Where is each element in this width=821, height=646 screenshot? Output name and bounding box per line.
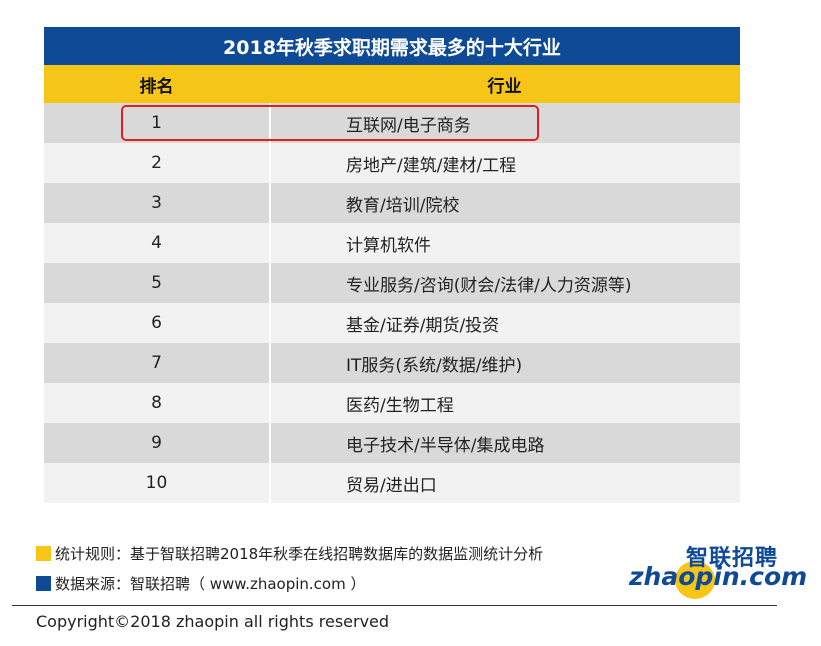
logo-en-text: zhaopin.com	[629, 562, 808, 591]
rank-cell: 9	[44, 423, 271, 463]
rank-cell: 10	[44, 463, 271, 503]
rank-cell: 1	[44, 103, 271, 143]
rank-cell: 5	[44, 263, 271, 303]
table-row: 9 电子技术/半导体/集成电路	[44, 423, 740, 463]
table-row: 5 专业服务/咨询(财会/法律/人力资源等)	[44, 263, 740, 303]
note-source: 数据来源：智联招聘（ www.zhaopin.com ）	[36, 573, 365, 594]
industry-cell: 贸易/进出口	[346, 475, 437, 496]
industry-cell: 计算机软件	[346, 235, 431, 256]
industry-cell: 专业服务/咨询(财会/法律/人力资源等)	[346, 275, 632, 296]
industry-cell: 互联网/电子商务	[346, 115, 471, 136]
header-rank: 排名	[139, 76, 174, 97]
rank-cell: 8	[44, 383, 271, 423]
table-row: 6 基金/证券/期货/投资	[44, 303, 740, 343]
industry-cell: 教育/培训/院校	[346, 195, 460, 216]
footer-divider	[12, 605, 777, 606]
copyright-text: Copyright©2018 zhaopin all rights reserv…	[36, 612, 390, 631]
industry-cell: 医药/生物工程	[346, 395, 454, 416]
industry-cell: IT服务(系统/数据/维护)	[346, 355, 523, 376]
table-row: 2 房地产/建筑/建材/工程	[44, 143, 740, 183]
table-row: 1 互联网/电子商务	[44, 103, 740, 143]
note-rule-text: 统计规则：基于智联招聘2018年秋季在线招聘数据库的数据监测统计分析	[55, 545, 544, 563]
logo-cn-text: 智联招聘	[685, 546, 778, 571]
table-row: 7 IT服务(系统/数据/维护)	[44, 343, 740, 383]
header-industry: 行业	[487, 76, 522, 97]
table-header: 排名 行业	[44, 65, 740, 103]
rank-cell: 7	[44, 343, 271, 383]
note-source-text: 数据来源：智联招聘（ www.zhaopin.com ）	[55, 575, 366, 593]
industry-cell: 房地产/建筑/建材/工程	[346, 155, 517, 176]
table-row: 10 贸易/进出口	[44, 463, 740, 503]
industry-cell: 基金/证券/期货/投资	[346, 315, 500, 336]
table-title: 2018年秋季求职期需求最多的十大行业	[44, 27, 740, 65]
table-body: 1 互联网/电子商务 2 房地产/建筑/建材/工程 3 教育/培训/院校 4 计…	[44, 103, 740, 503]
industry-cell: 电子技术/半导体/集成电路	[346, 435, 545, 456]
industry-ranking-table: 2018年秋季求职期需求最多的十大行业 排名 行业 1 互联网/电子商务 2 房…	[44, 27, 740, 503]
table-row: 4 计算机软件	[44, 223, 740, 263]
rank-cell: 6	[44, 303, 271, 343]
blue-square-icon	[36, 576, 51, 591]
rank-cell: 2	[44, 143, 271, 183]
table-row: 3 教育/培训/院校	[44, 183, 740, 223]
table-row: 8 医药/生物工程	[44, 383, 740, 423]
rank-cell: 4	[44, 223, 271, 263]
note-rule: 统计规则：基于智联招聘2018年秋季在线招聘数据库的数据监测统计分析	[36, 543, 543, 564]
zhaopin-logo: 智联招聘 zhaopin.com	[627, 540, 807, 599]
rank-cell: 3	[44, 183, 271, 223]
yellow-square-icon	[36, 546, 51, 561]
